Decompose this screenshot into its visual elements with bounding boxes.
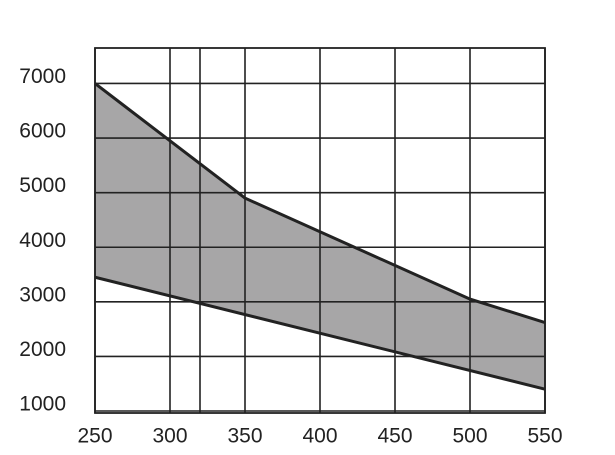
y-tick-label: 1000 — [19, 393, 66, 416]
y-tick-label: 2000 — [19, 338, 66, 361]
band-edge-line — [94, 275, 546, 391]
x-tick-label: 300 — [152, 425, 187, 448]
x-tick-label: 500 — [452, 425, 487, 448]
y-tick-label: 4000 — [19, 229, 66, 252]
plot-frame — [94, 47, 546, 414]
y-tick-label: 5000 — [19, 174, 66, 197]
x-tick-label: 400 — [302, 425, 337, 448]
x-tick-label: 450 — [377, 425, 412, 448]
band-edge-line — [94, 82, 546, 325]
x-tick-label: 550 — [527, 425, 562, 448]
x-tick-label: 350 — [227, 425, 262, 448]
y-tick-label: 3000 — [19, 283, 66, 306]
y-tick-label: 7000 — [19, 65, 66, 88]
y-tick-label: 6000 — [19, 120, 66, 143]
x-tick-label: 250 — [77, 425, 112, 448]
